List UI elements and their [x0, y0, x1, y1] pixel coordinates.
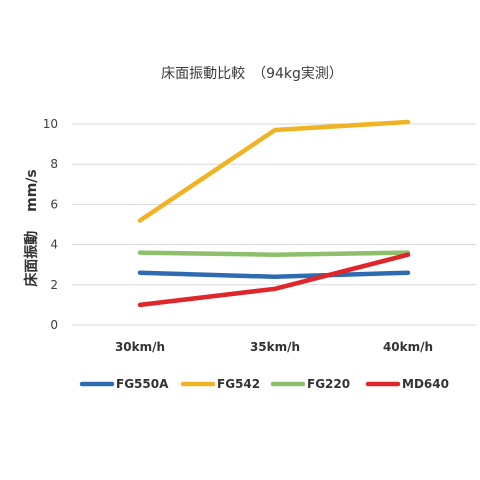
legend-label: FG542 — [217, 377, 260, 391]
y-axis-label: 床面振動 mm/s — [23, 169, 40, 287]
x-tick-label: 35km/h — [250, 340, 300, 354]
y-tick-label: 2 — [50, 278, 58, 292]
legend-item-fg542: FG542 — [180, 377, 260, 391]
y-tick-label: 8 — [50, 157, 58, 171]
chart-title: 床面振動比較 （94kg実測） — [161, 66, 343, 82]
legend: FG550A FG542 FG220 MD640 — [79, 377, 449, 391]
legend-item-md640: MD640 — [365, 377, 449, 391]
y-tick-label: 10 — [43, 117, 58, 131]
legend-label: MD640 — [402, 377, 449, 391]
series-line-fg542 — [137, 119, 411, 223]
series-line-fg220 — [137, 250, 411, 257]
y-tick-label: 6 — [50, 197, 58, 211]
x-tick-label: 40km/h — [383, 340, 433, 354]
y-tick-label: 4 — [50, 238, 58, 252]
legend-label: FG550A — [116, 377, 169, 391]
x-tick-label: 30km/h — [115, 340, 165, 354]
legend-item-fg550a: FG550A — [79, 377, 169, 391]
y-axis-ticks: 0 2 4 6 8 10 — [43, 117, 58, 332]
series-line-md640 — [137, 252, 411, 308]
legend-label: FG220 — [307, 377, 350, 391]
series-lines — [137, 119, 411, 308]
x-axis-ticks: 30km/h 35km/h 40km/h — [115, 340, 433, 354]
legend-item-fg220: FG220 — [270, 377, 350, 391]
series-line-fg550a — [137, 270, 411, 280]
y-tick-label: 0 — [50, 318, 58, 332]
gridlines — [72, 123, 476, 326]
